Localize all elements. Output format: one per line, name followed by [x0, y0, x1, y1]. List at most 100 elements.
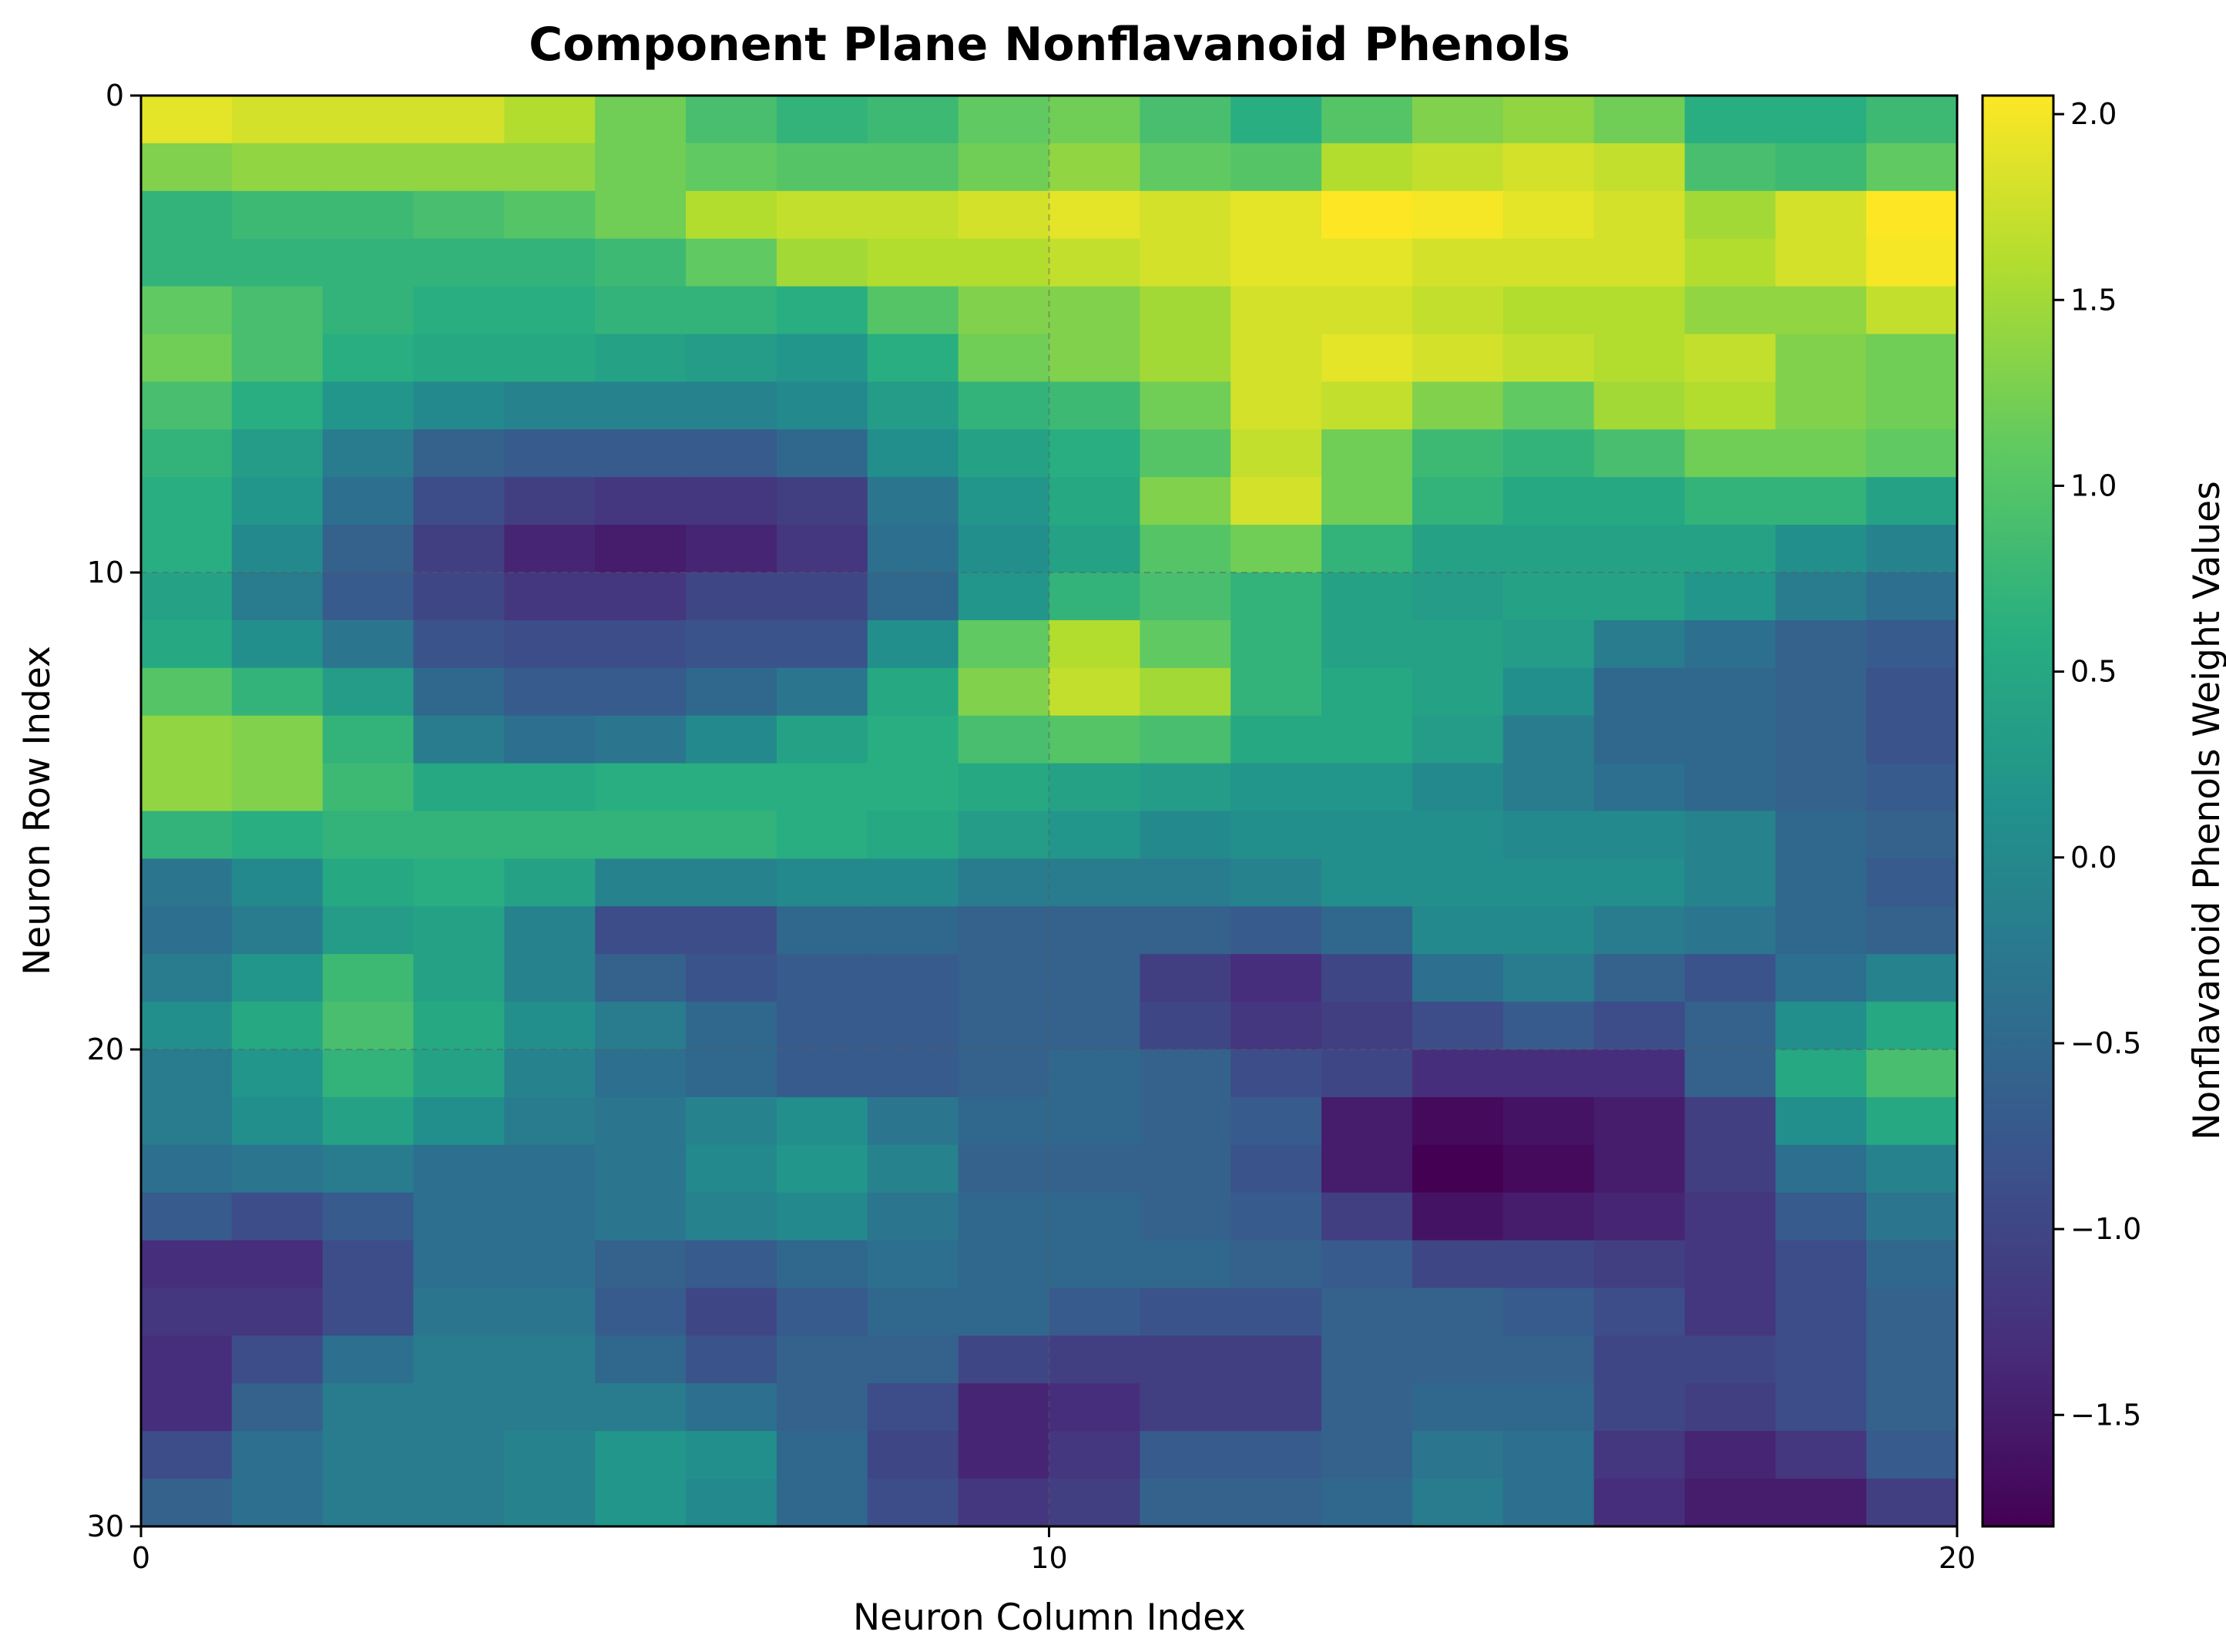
heatmap-cell	[231, 429, 324, 478]
heatmap-cell	[958, 1288, 1050, 1336]
heatmap-cell	[141, 1431, 233, 1479]
heatmap-cell	[1049, 1192, 1140, 1241]
heatmap-cell	[1049, 143, 1140, 192]
heatmap-cell	[595, 429, 687, 478]
heatmap-cell	[1684, 238, 1776, 287]
heatmap-cell	[504, 572, 596, 621]
heatmap-cell	[141, 1335, 233, 1384]
heatmap-cell	[1049, 286, 1140, 335]
heatmap-cell	[413, 763, 505, 812]
heatmap-cell	[1412, 96, 1504, 144]
heatmap-cell	[413, 477, 505, 525]
heatmap-cell	[867, 286, 959, 335]
heatmap-cell	[413, 1240, 505, 1289]
heatmap-cell	[867, 1002, 959, 1050]
heatmap-cell	[1140, 620, 1231, 669]
heatmap-cell	[413, 1431, 505, 1479]
heatmap-cell	[1593, 858, 1686, 907]
heatmap-cell	[1049, 1049, 1140, 1098]
y-axis-label: Neuron Row Index	[16, 646, 59, 975]
heatmap-cell	[322, 1383, 415, 1432]
heatmap-cell	[1684, 572, 1776, 621]
heatmap-cell	[1321, 715, 1413, 764]
heatmap-cell	[413, 1479, 505, 1527]
heatmap-cell	[413, 96, 505, 144]
heatmap-cell	[1866, 238, 1958, 287]
heatmap-cell	[1321, 811, 1413, 859]
heatmap-cell	[595, 1335, 687, 1384]
heatmap-cell	[1684, 1096, 1776, 1146]
heatmap-cell	[1321, 238, 1413, 287]
heatmap-cell	[1684, 1288, 1776, 1336]
heatmap-cell	[1684, 811, 1776, 859]
heatmap-cell	[1866, 190, 1958, 240]
heatmap-cell	[1321, 954, 1413, 1002]
heatmap-cell	[1502, 429, 1595, 478]
heatmap-cell	[1231, 1192, 1322, 1241]
heatmap-cell	[1412, 763, 1504, 812]
heatmap-cell	[1593, 763, 1686, 812]
heatmap-cell	[1412, 954, 1504, 1002]
heatmap-cell	[1866, 858, 1958, 907]
heatmap-cell	[504, 1192, 596, 1241]
heatmap-cell	[322, 1002, 415, 1050]
heatmap-cell	[1321, 1049, 1413, 1098]
heatmap-cell	[1140, 572, 1231, 621]
heatmap-cell	[958, 1240, 1050, 1289]
heatmap-cell	[1140, 1479, 1231, 1527]
heatmap-cell	[322, 429, 415, 478]
heatmap-cell	[1049, 190, 1140, 240]
heatmap-cell	[776, 620, 868, 669]
heatmap-cell	[1321, 1335, 1413, 1384]
heatmap-cell	[1412, 429, 1504, 478]
heatmap-cell	[776, 906, 868, 955]
heatmap-cell	[686, 906, 777, 955]
heatmap-cell	[322, 477, 415, 525]
heatmap-cell	[1140, 381, 1231, 430]
heatmap-cell	[1140, 96, 1231, 144]
heatmap-cell	[776, 667, 868, 717]
heatmap-cell	[1684, 190, 1776, 240]
heatmap-cell	[413, 811, 505, 859]
heatmap-cell	[1231, 1096, 1322, 1146]
heatmap-cell	[1049, 238, 1140, 287]
heatmap-cell	[322, 1096, 415, 1146]
heatmap-cell	[1593, 906, 1686, 955]
heatmap-cell	[1321, 1002, 1413, 1050]
heatmap-cell	[595, 1144, 687, 1194]
heatmap-cell	[504, 143, 596, 192]
heatmap-cell	[1866, 620, 1958, 669]
heatmap-cell	[231, 1288, 324, 1336]
heatmap-cell	[1866, 334, 1958, 382]
heatmap-cell	[958, 1335, 1050, 1384]
heatmap-cell	[141, 525, 233, 573]
heatmap-cell	[1049, 572, 1140, 621]
heatmap-cell	[1775, 954, 1867, 1002]
heatmap-cell	[776, 572, 868, 621]
heatmap-cell	[1231, 572, 1322, 621]
heatmap-cell	[867, 1144, 959, 1194]
heatmap-cell	[231, 715, 324, 764]
heatmap-cell	[686, 143, 777, 192]
heatmap-cell	[1593, 238, 1686, 287]
heatmap-cell	[1412, 1479, 1504, 1527]
heatmap-cell	[1412, 190, 1504, 240]
heatmap-cell	[1502, 143, 1595, 192]
heatmap-cell	[1502, 1002, 1595, 1050]
heatmap-cell	[1140, 954, 1231, 1002]
heatmap-cell	[1412, 1192, 1504, 1241]
heatmap-cell	[1775, 238, 1867, 287]
heatmap-cell	[1502, 667, 1595, 717]
heatmap-cell	[413, 334, 505, 382]
heatmap-cell	[1140, 286, 1231, 335]
heatmap-cell	[1684, 1049, 1776, 1098]
heatmap-cell	[867, 1049, 959, 1098]
heatmap-cell	[322, 858, 415, 907]
heatmap-cell	[1866, 96, 1958, 144]
heatmap-cell	[1049, 1096, 1140, 1146]
heatmap-cell	[504, 1096, 596, 1146]
heatmap-cell	[776, 477, 868, 525]
heatmap-cell	[776, 1288, 868, 1336]
colorbar-tick-label: 2.0	[2070, 97, 2117, 131]
colorbar-tick-label: 1.0	[2070, 468, 2117, 502]
